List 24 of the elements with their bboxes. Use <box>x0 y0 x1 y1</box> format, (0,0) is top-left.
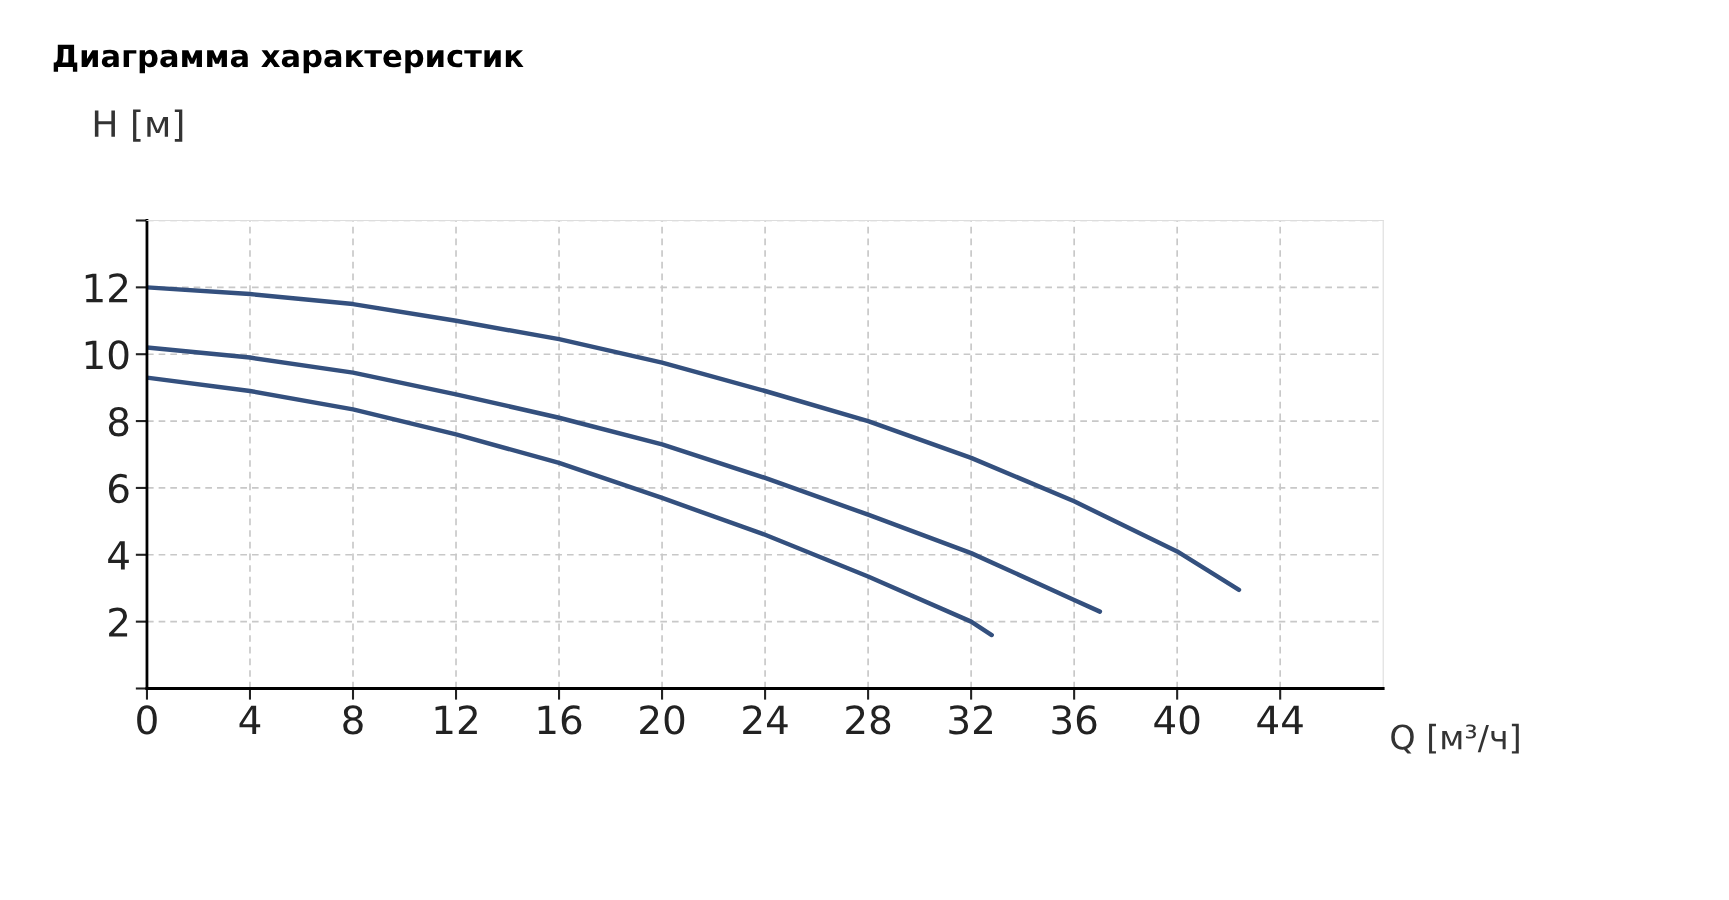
x-tick-label: 0 <box>137 705 157 735</box>
x-tick-label: 32 <box>949 705 992 735</box>
line-series <box>146 375 994 638</box>
y-tick-label: 6 <box>108 473 129 504</box>
x-tick-label: 20 <box>640 705 685 735</box>
x-tick-label: 28 <box>846 705 891 735</box>
x-tick-label: 4 <box>239 705 261 735</box>
x-tick-label: 44 <box>1257 705 1303 735</box>
chart-title: Диаграмма характеристик <box>53 44 524 74</box>
x-tick-label: 16 <box>538 705 582 735</box>
y-tick-label: 2 <box>109 607 128 637</box>
x-tick-label: 40 <box>1154 705 1200 735</box>
x-axis-title: Q [м³/ч] <box>1391 723 1519 754</box>
x-tick-label: 8 <box>343 705 363 735</box>
x-tick-label: 36 <box>1052 705 1097 735</box>
y-tick-label: 8 <box>108 406 129 437</box>
line-series <box>146 345 1103 614</box>
y-tick-label: 10 <box>85 340 129 370</box>
y-tick-label: 4 <box>108 541 129 570</box>
line-series <box>146 285 1242 593</box>
y-tick-label: 12 <box>85 273 128 303</box>
x-tick-label: 12 <box>435 705 477 735</box>
y-axis-title: H [м] <box>94 109 183 142</box>
x-tick-label: 24 <box>743 705 788 735</box>
